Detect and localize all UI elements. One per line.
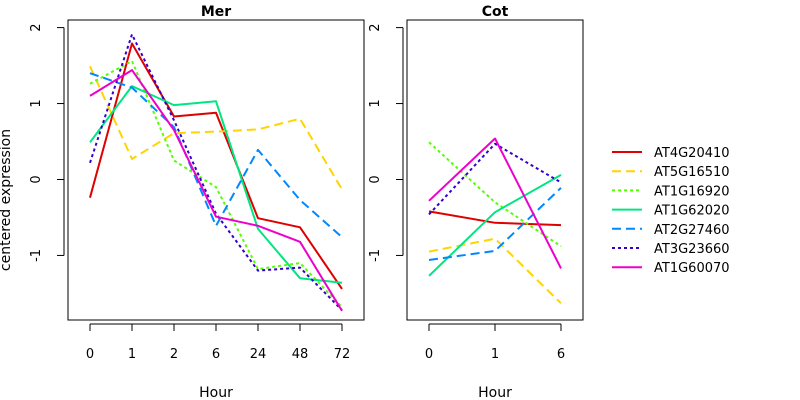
legend-label-at1g16920: AT1G16920 [654,184,730,199]
series-line-at4g20410 [89,42,343,290]
x-tick-label: 6 [557,347,565,362]
legend-label-at1g62020: AT1G62020 [654,204,730,219]
legend-label-at4g20410: AT4G20410 [654,146,730,161]
series-line-at3g23660 [428,142,562,216]
series-line-at5g16510 [428,237,562,305]
panel-title-0: Mer [201,4,231,20]
series-line-at1g60070 [428,137,562,269]
x-tick-label: 72 [334,347,351,362]
x-tick-label: 48 [292,347,309,362]
x-tick-label: 1 [491,347,499,362]
panel-title-1: Cot [482,4,509,20]
x-tick-label: 2 [170,347,178,362]
y-tick-label: 0 [368,175,383,183]
series-line-at1g16920 [89,60,343,308]
y-tick-label: 1 [368,99,383,107]
y-tick-label: -1 [368,249,383,262]
series-line-at2g27460 [428,187,562,261]
x-tick-label: 0 [425,347,433,362]
legend-label-at2g27460: AT2G27460 [654,223,730,238]
y-tick-label: 0 [29,175,44,183]
legend-label-at1g60070: AT1G60070 [654,261,730,276]
x-tick-label: 1 [128,347,136,362]
y-tick-label: 2 [29,23,44,31]
x-tick-label: 6 [212,347,220,362]
x-tick-label: 0 [86,347,94,362]
plot-frame-1 [406,19,584,321]
y-axis-label: centered expression [0,129,14,271]
y-tick-label: -1 [29,249,44,262]
x-axis-label-1: Hour [478,385,512,400]
y-tick-label: 1 [29,99,44,107]
series-line-at1g62020 [428,174,562,277]
y-tick-label: 2 [368,23,383,31]
legend-label-at5g16510: AT5G16510 [654,165,730,180]
series-line-at2g27460 [89,72,343,238]
x-tick-label: 24 [250,347,267,362]
series-line-at5g16510 [89,65,343,190]
legend-label-at3g23660: AT3G23660 [654,242,730,257]
x-axis-label-0: Hour [199,385,233,400]
series-line-at3g23660 [89,33,343,311]
series-line-at1g60070 [89,69,343,312]
plot-frame-0 [67,19,365,321]
series-line-at1g62020 [89,85,343,284]
